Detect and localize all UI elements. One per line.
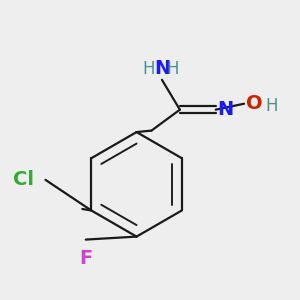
Text: Cl: Cl (13, 170, 34, 189)
Text: F: F (79, 248, 92, 268)
Text: N: N (154, 59, 170, 78)
Text: H: H (166, 60, 178, 78)
Text: H: H (142, 60, 155, 78)
Text: H: H (266, 97, 278, 115)
Text: N: N (217, 100, 233, 119)
Text: O: O (246, 94, 262, 113)
